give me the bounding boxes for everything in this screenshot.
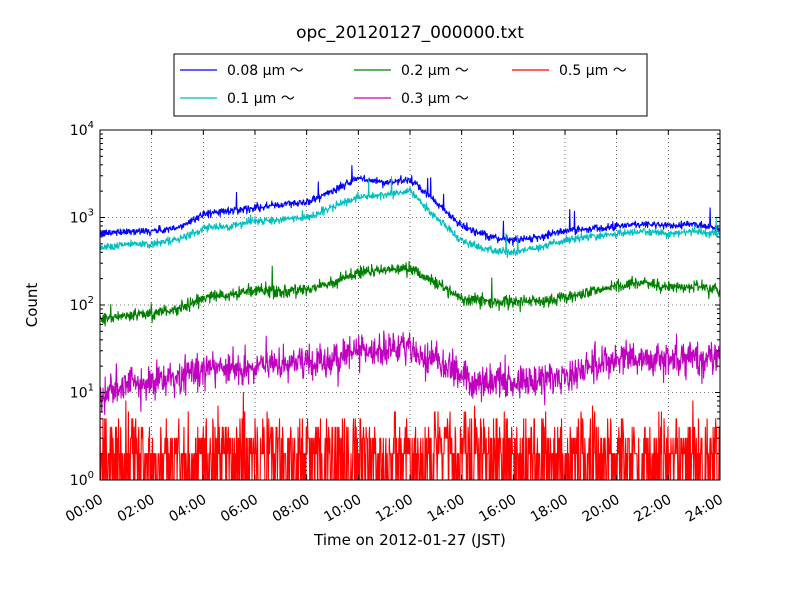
y-tick-label: 104 — [70, 120, 94, 139]
legend-label: 0.1 μm ～ — [227, 91, 295, 107]
series-line — [99, 165, 721, 246]
legend-label: 0.08 μm ～ — [227, 63, 304, 79]
grid — [100, 130, 720, 480]
y-axis-label: Count — [23, 283, 41, 328]
plot-frame — [99, 129, 721, 481]
legend-label: 0.3 μm ～ — [401, 91, 469, 107]
series-line — [99, 260, 721, 327]
series-line — [99, 330, 721, 416]
y-tick-label: 103 — [70, 208, 94, 227]
series-line — [99, 176, 721, 259]
chart-title: opc_20120127_000000.txt — [296, 23, 524, 43]
y-tick-label: 102 — [70, 295, 94, 314]
legend: 0.08 μm ～ 0.1 μm ～ 0.2 μm ～ 0.3 μm ～ 0.5 μm … — [173, 53, 648, 117]
legend-label: 0.5 μm ～ — [559, 63, 627, 79]
y-tick-labels: 100 101 102 103 104 — [70, 120, 94, 489]
legend-label: 0.2 μm ～ — [401, 63, 469, 79]
x-axis-label: Time on 2012-01-27 (JST) — [313, 531, 506, 549]
y-tick-label: 100 — [70, 470, 94, 489]
plot-area — [99, 129, 721, 481]
legend-frame — [173, 53, 648, 117]
y-tick-label: 101 — [70, 383, 94, 402]
